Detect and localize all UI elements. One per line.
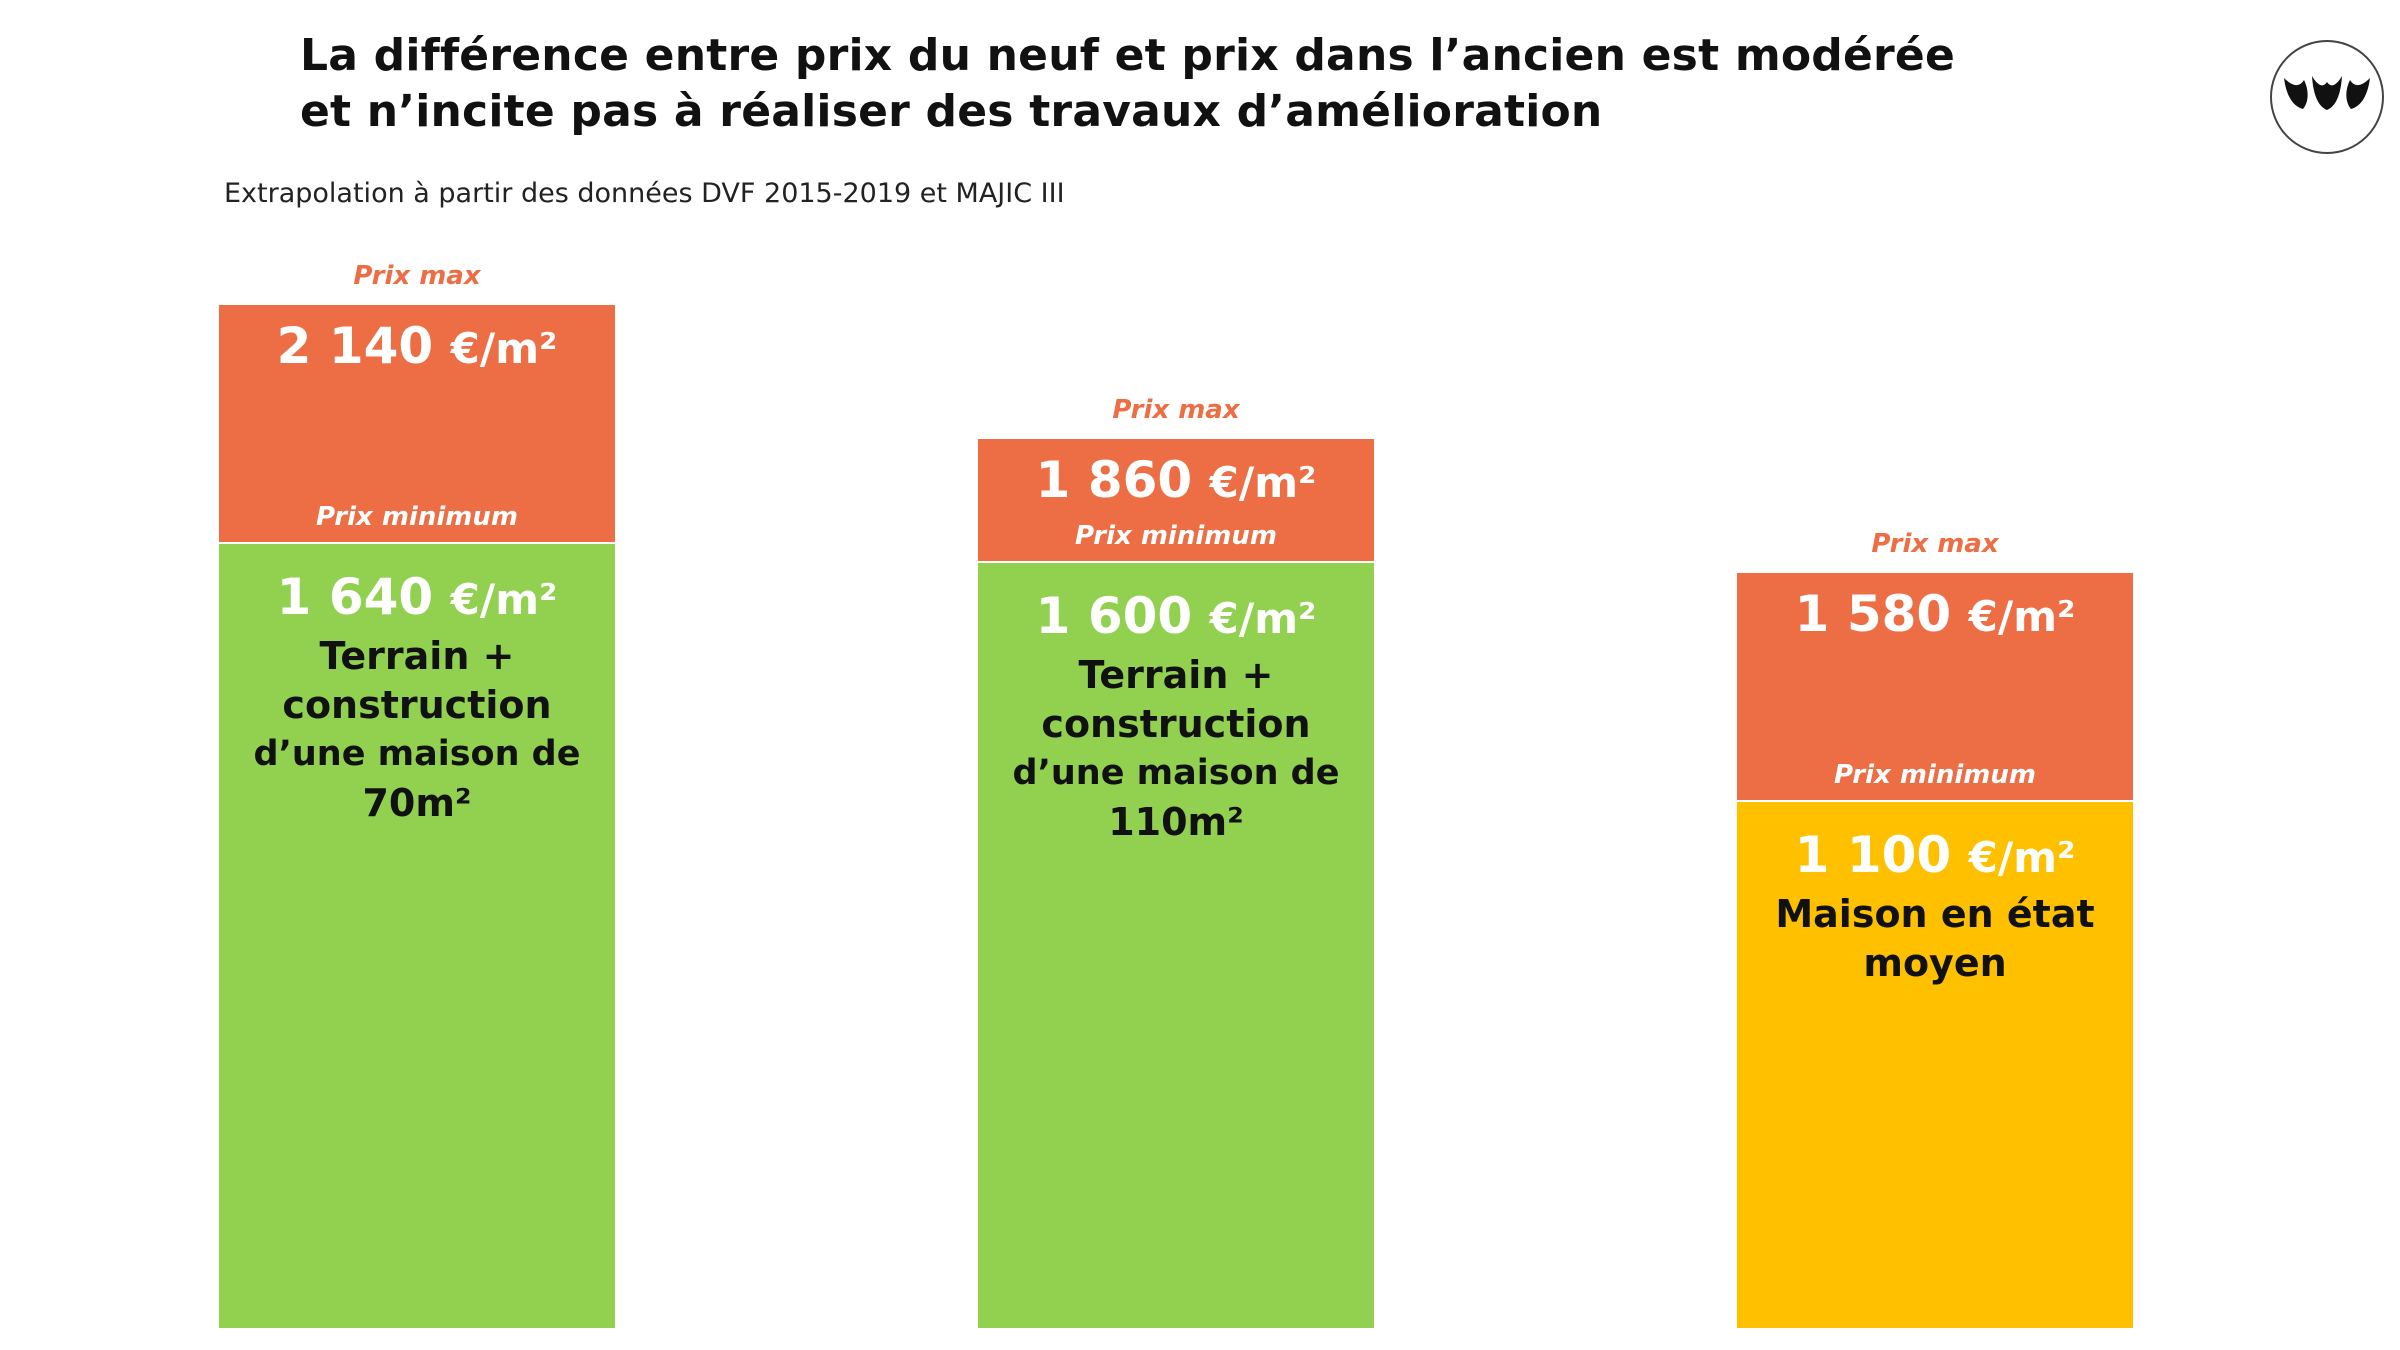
prix-max-label: Prix max [353, 261, 481, 291]
price-bar-1: Prix max 2 140 €/m² Prix minimum 1 640 €/m²… [219, 255, 615, 1328]
leaf-logo-icon [2284, 76, 2370, 110]
bar-description: Terrain + construction d’une maison de 110m… [978, 651, 1374, 847]
max-price-number: 2 140 [276, 317, 451, 375]
description-line: d’une maison de [253, 734, 581, 775]
max-price-number: 1 860 [1035, 450, 1210, 509]
prix-max-label: Prix max [1112, 394, 1240, 425]
max-price-value: 1 580 €/m² [1737, 585, 2133, 643]
min-segment [1737, 802, 2133, 1328]
description-line: 110m² [1108, 800, 1244, 845]
prix-minimum-label: Prix minimum [1834, 760, 2036, 791]
prix-minimum-label: Prix minimum [1075, 521, 1277, 552]
max-price-unit: €/m² [1968, 591, 2076, 641]
prix-max-label: Prix max [1871, 528, 1999, 559]
min-price-unit: €/m² [1209, 594, 1317, 644]
min-segment [978, 563, 1374, 1328]
description-line: construction [1041, 702, 1311, 747]
description-line: 70m² [362, 781, 472, 826]
max-price-unit: €/m² [1209, 457, 1317, 507]
min-price-value: 1 640 €/m² [219, 568, 615, 626]
min-price-value: 1 100 €/m² [1737, 826, 2133, 884]
max-segment [219, 305, 615, 543]
max-price-number: 1 580 [1794, 584, 1969, 643]
description-line: construction [282, 683, 552, 728]
min-segment [219, 544, 615, 1328]
description-line: Terrain + [319, 634, 515, 679]
min-price-value: 1 600 €/m² [978, 587, 1374, 645]
max-segment [1737, 572, 2133, 801]
chart-title: La différence entre prix du neuf et prix… [300, 28, 1956, 140]
price-bar-2: Prix max 1 860 €/m² Prix minimum 1 600 €/m²… [978, 389, 1374, 1328]
max-segment [978, 438, 1374, 562]
bar-description: Maison en état moyen [1737, 890, 2133, 988]
min-price-unit: €/m² [450, 575, 558, 625]
min-price-unit: €/m² [1968, 833, 2076, 883]
price-bar-3: Prix max 1 580 €/m² Prix minimum 1 100 €/m²… [1737, 523, 2133, 1328]
chart-title-line-1: La différence entre prix du neuf et prix… [300, 30, 1956, 81]
max-price-value: 1 860 €/m² [978, 451, 1374, 509]
description-line: Terrain + [1078, 653, 1274, 698]
description-line: d’une maison de [1012, 753, 1340, 794]
description-line: Maison en état [1775, 892, 2095, 937]
brand-logo [2270, 40, 2384, 154]
prix-minimum-label: Prix minimum [316, 502, 518, 533]
chart-subtitle: Extrapolation à partir des données DVF 2… [224, 178, 1065, 209]
max-price-value: 2 140 €/m² [219, 317, 615, 375]
description-line: moyen [1863, 941, 2007, 986]
chart-title-line-2: et n’incite pas à réaliser des travaux d… [300, 86, 1603, 137]
bar-description: Terrain + construction d’une maison de 70m² [219, 632, 615, 828]
max-price-unit: €/m² [450, 324, 558, 373]
min-price-number: 1 600 [1035, 587, 1210, 646]
min-price-number: 1 640 [276, 568, 451, 627]
min-price-number: 1 100 [1794, 826, 1969, 885]
